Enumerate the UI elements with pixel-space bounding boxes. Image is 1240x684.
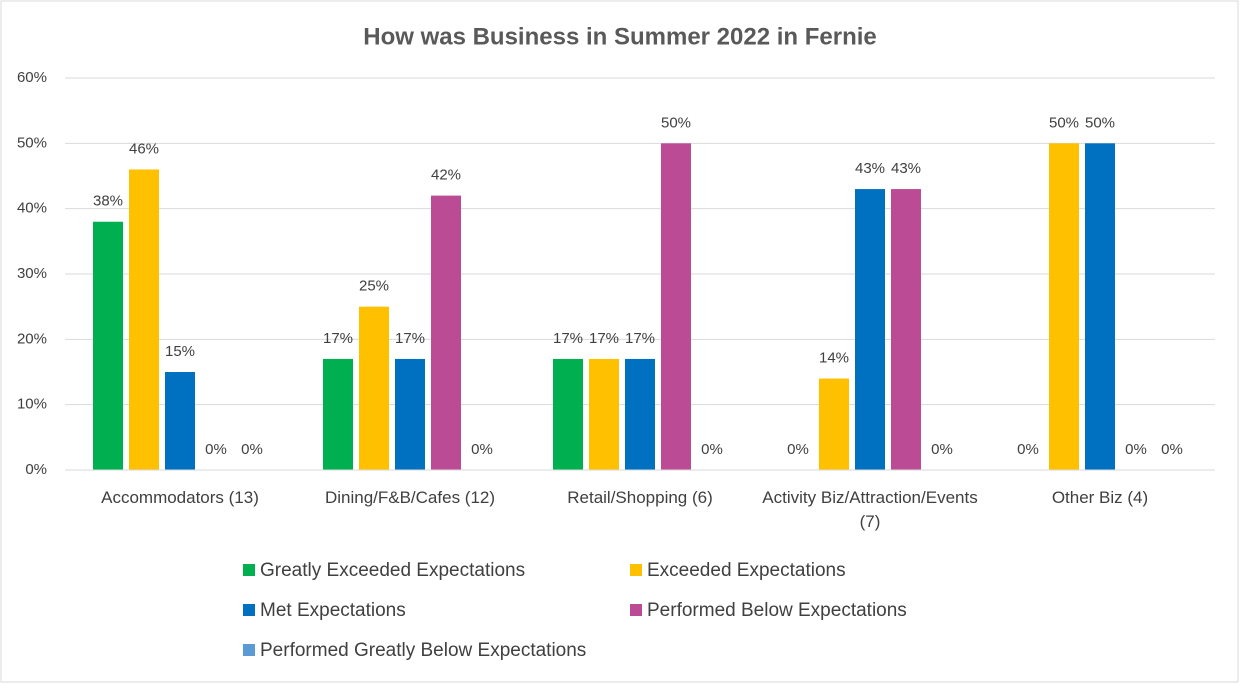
data-label: 38% bbox=[93, 193, 123, 210]
y-tick-label: 30% bbox=[17, 265, 47, 282]
x-tick-label: Activity Biz/Attraction/Events (7) bbox=[762, 488, 978, 531]
bar bbox=[323, 358, 353, 470]
data-label: 50% bbox=[661, 114, 691, 131]
data-label: 42% bbox=[431, 167, 461, 184]
y-tick-label: 60% bbox=[17, 69, 47, 86]
legend-label: Exceeded Expectations bbox=[647, 560, 846, 581]
data-label: 0% bbox=[1161, 441, 1183, 458]
data-label: 0% bbox=[1017, 441, 1039, 458]
legend-label: Greatly Exceeded Expectations bbox=[260, 560, 525, 581]
data-label: 25% bbox=[359, 278, 389, 295]
y-tick-label: 10% bbox=[17, 396, 47, 413]
legend-swatch bbox=[243, 644, 255, 656]
legend-label: Performed Below Expectations bbox=[647, 600, 907, 621]
data-label: 17% bbox=[395, 330, 425, 347]
bar bbox=[1049, 143, 1079, 471]
x-tick-label: Dining/F&B/Cafes (12) bbox=[324, 488, 496, 507]
data-label: 17% bbox=[553, 330, 583, 347]
data-label: 50% bbox=[1085, 114, 1115, 131]
data-label: 0% bbox=[931, 441, 953, 458]
legend-swatch bbox=[630, 564, 642, 576]
data-label: 17% bbox=[323, 330, 353, 347]
data-label: 0% bbox=[205, 441, 227, 458]
data-label: 0% bbox=[1125, 441, 1147, 458]
bar bbox=[1085, 143, 1115, 471]
legend-swatch bbox=[243, 604, 255, 616]
data-label: 15% bbox=[165, 343, 195, 360]
legend-label: Met Expectations bbox=[260, 600, 406, 621]
data-label: 43% bbox=[855, 160, 885, 177]
y-tick-label: 0% bbox=[25, 461, 47, 478]
bar bbox=[93, 221, 123, 470]
bar bbox=[819, 378, 849, 470]
data-label: 0% bbox=[787, 441, 809, 458]
data-label: 0% bbox=[471, 441, 493, 458]
data-label: 43% bbox=[891, 160, 921, 177]
bar bbox=[553, 358, 583, 470]
bar bbox=[129, 169, 159, 470]
legend-swatch bbox=[630, 604, 642, 616]
bar bbox=[431, 195, 461, 470]
legend-label: Performed Greatly Below Expectations bbox=[260, 640, 586, 661]
bar bbox=[359, 306, 389, 470]
bar bbox=[625, 358, 655, 470]
bar bbox=[589, 358, 619, 470]
x-tick-label: Other Biz (4) bbox=[1051, 488, 1149, 507]
y-tick-label: 50% bbox=[17, 134, 47, 151]
data-label: 14% bbox=[819, 350, 849, 367]
chart-title: How was Business in Summer 2022 in Ferni… bbox=[363, 23, 877, 50]
x-tick-label: Accommodators (13) bbox=[101, 488, 259, 507]
bar bbox=[661, 143, 691, 471]
x-tick-label: Retail/Shopping (6) bbox=[567, 488, 713, 507]
bar bbox=[165, 372, 195, 470]
bar bbox=[891, 189, 921, 471]
data-label: 0% bbox=[701, 441, 723, 458]
y-tick-label: 20% bbox=[17, 330, 47, 347]
data-label: 46% bbox=[129, 140, 159, 157]
data-label: 17% bbox=[589, 330, 619, 347]
data-label: 50% bbox=[1049, 114, 1079, 131]
bar bbox=[395, 358, 425, 470]
bar bbox=[855, 189, 885, 471]
y-tick-label: 40% bbox=[17, 200, 47, 217]
data-label: 0% bbox=[241, 441, 263, 458]
data-label: 17% bbox=[625, 330, 655, 347]
legend-swatch bbox=[243, 564, 255, 576]
